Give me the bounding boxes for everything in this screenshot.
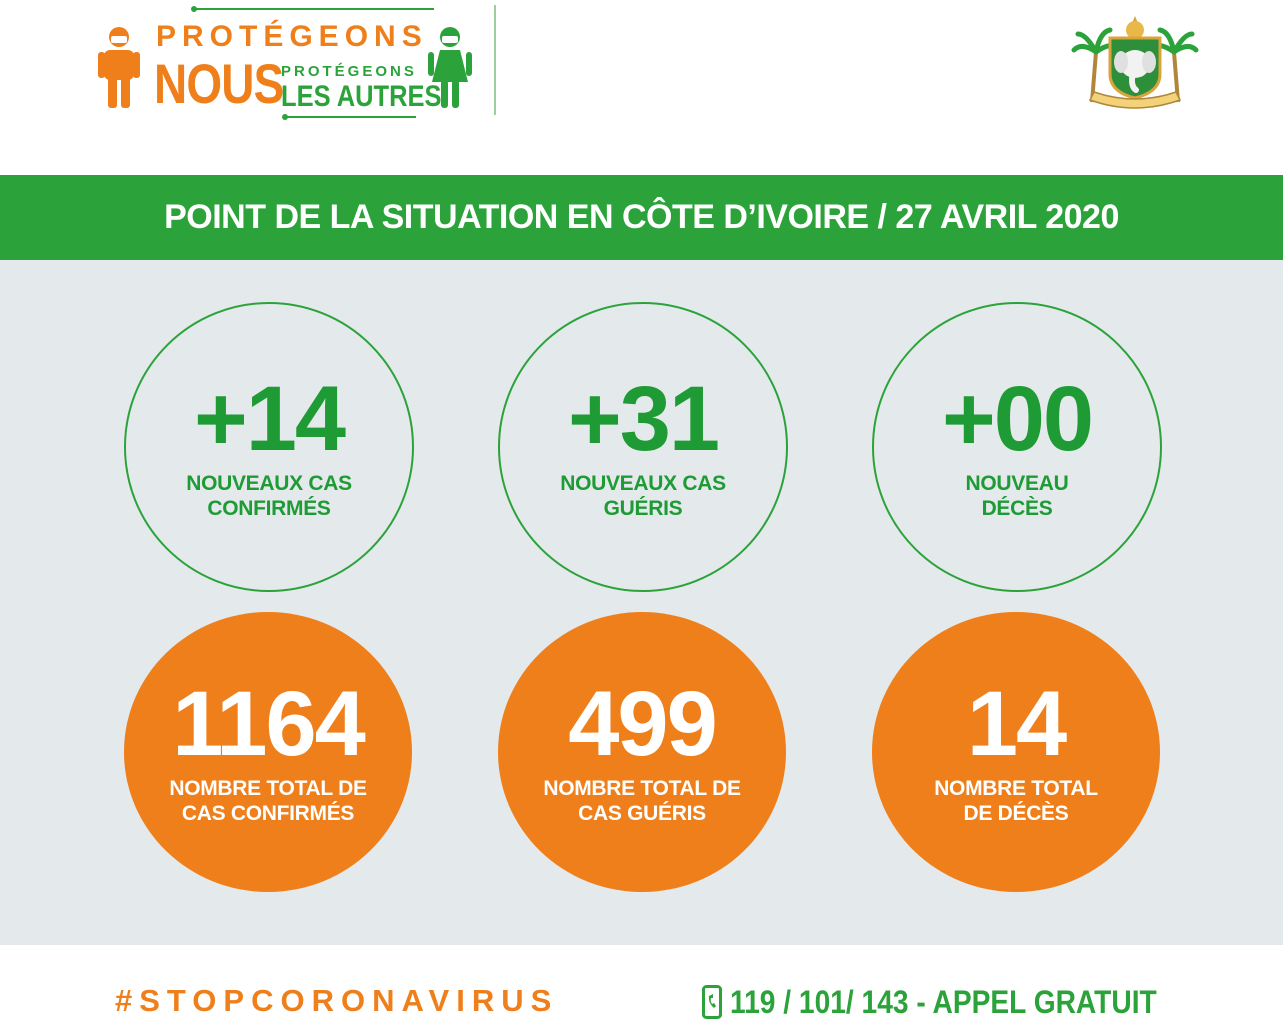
orange-person-icon xyxy=(98,27,140,108)
logo-dot xyxy=(282,114,288,120)
logo-divider-bottom xyxy=(286,116,416,118)
hashtag: #STOPCORONAVIRUS xyxy=(115,983,559,1018)
campaign-logo: PROTÉGEONS NOUS PROTÉGEONS LES AUTRES xyxy=(96,6,496,123)
footer: #STOPCORONAVIRUS 119 / 101/ 143 - APPEL … xyxy=(0,945,1283,1024)
stat-label: NOMBRE TOTAL DE CAS CONFIRMÉS xyxy=(169,777,367,825)
stat-value: +00 xyxy=(941,368,1094,470)
stat-label: NOUVEAUX CAS CONFIRMÉS xyxy=(186,472,352,520)
logo-vertical-divider xyxy=(494,5,496,115)
hotline-text: 119 / 101/ 143 - APPEL GRATUIT xyxy=(730,984,1157,1020)
stats-panel: +14 NOUVEAUX CAS CONFIRMÉS +31 NOUVEAUX … xyxy=(0,260,1283,945)
stat-new-confirmed: +14 NOUVEAUX CAS CONFIRMÉS xyxy=(124,302,414,592)
stat-total-recovered: 499 NOMBRE TOTAL DE CAS GUÉRIS xyxy=(498,612,786,892)
logo-text-nous: NOUS xyxy=(154,52,284,115)
phone-icon xyxy=(702,985,722,1019)
coat-of-arms-icon xyxy=(1071,16,1199,109)
stat-total-confirmed: 1164 NOMBRE TOTAL DE CAS CONFIRMÉS xyxy=(124,612,412,892)
stat-label: NOMBRE TOTAL DE CAS GUÉRIS xyxy=(543,777,741,825)
stat-value: 1164 xyxy=(172,673,366,775)
logo-text-protegeons-small: PROTÉGEONS xyxy=(281,63,417,80)
stat-new-deaths: +00 NOUVEAU DÉCÈS xyxy=(872,302,1162,592)
logo-dot xyxy=(191,6,197,12)
page-title: POINT DE LA SITUATION EN CÔTE D’IVOIRE /… xyxy=(164,198,1119,236)
stat-total-deaths: 14 NOMBRE TOTAL DE DÉCÈS xyxy=(872,612,1160,892)
hotline: 119 / 101/ 143 - APPEL GRATUIT xyxy=(702,985,1215,1019)
stat-label: NOUVEAU DÉCÈS xyxy=(965,472,1069,520)
stat-value: +31 xyxy=(567,368,720,470)
green-person-icon xyxy=(428,27,472,108)
logo-text-les-autres: LES AUTRES xyxy=(281,80,442,113)
stat-value: 14 xyxy=(966,673,1067,775)
logo-text-protegeons: PROTÉGEONS xyxy=(156,20,428,53)
stat-new-recovered: +31 NOUVEAUX CAS GUÉRIS xyxy=(498,302,788,592)
logo-divider-top xyxy=(194,8,434,10)
header: PROTÉGEONS NOUS PROTÉGEONS LES AUTRES xyxy=(0,0,1283,175)
stat-value: 499 xyxy=(568,673,717,775)
stat-label: NOMBRE TOTAL DE DÉCÈS xyxy=(934,777,1098,825)
stat-value: +14 xyxy=(193,368,346,470)
title-band: POINT DE LA SITUATION EN CÔTE D’IVOIRE /… xyxy=(0,175,1283,260)
stat-label: NOUVEAUX CAS GUÉRIS xyxy=(560,472,726,520)
